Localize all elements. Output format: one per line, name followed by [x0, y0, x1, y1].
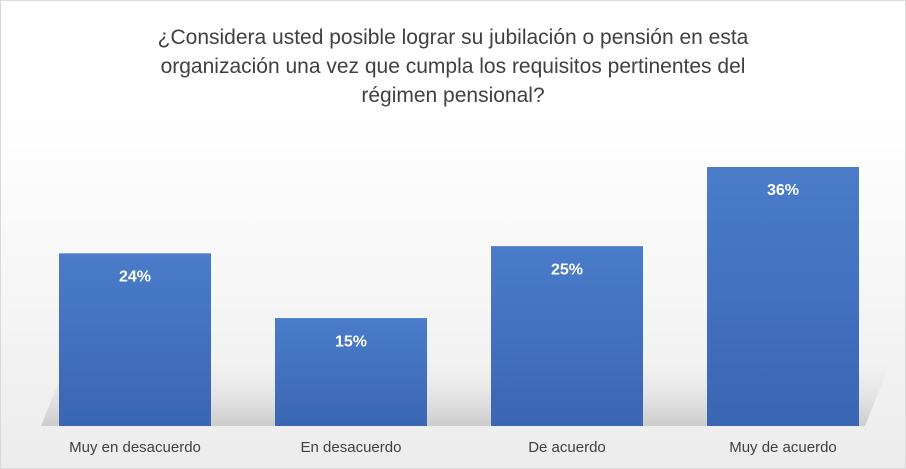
value-label: 24% — [119, 269, 151, 286]
floor — [41, 361, 891, 426]
bar — [275, 318, 427, 426]
bar — [491, 246, 643, 426]
chart-title: ¿Considera usted posible lograr su jubil… — [157, 26, 749, 107]
x-tick-label: Muy de acuerdo — [729, 439, 837, 456]
x-tick-label: De acuerdo — [528, 439, 606, 456]
value-label: 25% — [551, 261, 583, 278]
value-label: 15% — [335, 333, 367, 350]
value-label: 36% — [767, 182, 799, 199]
bar — [707, 167, 859, 426]
bar — [59, 253, 211, 426]
x-tick-label: En desacuerdo — [301, 439, 402, 456]
x-tick-label: Muy en desacuerdo — [69, 439, 201, 456]
